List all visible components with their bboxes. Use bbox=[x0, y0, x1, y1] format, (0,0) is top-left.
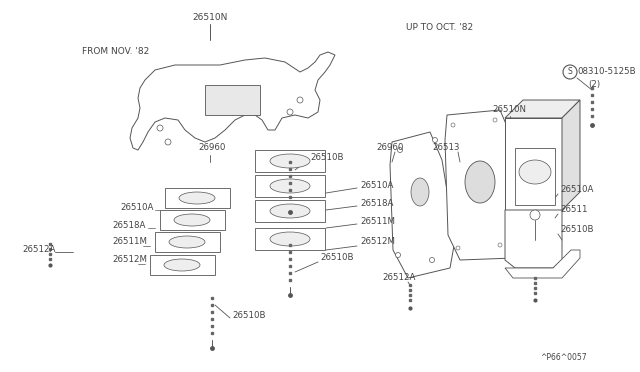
Text: 26511M: 26511M bbox=[112, 237, 147, 247]
Polygon shape bbox=[445, 110, 518, 260]
Ellipse shape bbox=[270, 232, 310, 246]
Text: 26510B: 26510B bbox=[232, 311, 266, 320]
Polygon shape bbox=[505, 118, 562, 210]
Ellipse shape bbox=[179, 192, 215, 204]
Text: 26510A: 26510A bbox=[560, 186, 593, 195]
Text: 26512A: 26512A bbox=[22, 246, 56, 254]
Text: 26512M: 26512M bbox=[360, 237, 395, 247]
Circle shape bbox=[451, 123, 455, 127]
Polygon shape bbox=[505, 210, 562, 268]
Circle shape bbox=[456, 246, 460, 250]
Text: 26960: 26960 bbox=[376, 144, 403, 153]
Circle shape bbox=[397, 148, 403, 153]
Text: UP TO OCT. '82: UP TO OCT. '82 bbox=[406, 23, 473, 32]
Ellipse shape bbox=[164, 259, 200, 271]
Polygon shape bbox=[255, 228, 325, 250]
Ellipse shape bbox=[465, 161, 495, 203]
Polygon shape bbox=[130, 52, 335, 150]
Text: 26510N: 26510N bbox=[192, 13, 228, 22]
Text: 26518A: 26518A bbox=[112, 221, 145, 230]
Text: 26511M: 26511M bbox=[360, 217, 395, 225]
Polygon shape bbox=[390, 132, 455, 278]
Bar bbox=[205, 85, 260, 115]
Text: 26510B: 26510B bbox=[320, 253, 353, 263]
Ellipse shape bbox=[174, 214, 210, 226]
Text: 26510B: 26510B bbox=[560, 225, 593, 234]
Polygon shape bbox=[155, 232, 220, 252]
Text: S: S bbox=[568, 67, 572, 77]
Ellipse shape bbox=[411, 178, 429, 206]
Circle shape bbox=[165, 139, 171, 145]
Text: FROM NOV. '82: FROM NOV. '82 bbox=[82, 48, 149, 57]
Circle shape bbox=[493, 118, 497, 122]
Polygon shape bbox=[150, 255, 215, 275]
Circle shape bbox=[297, 97, 303, 103]
Circle shape bbox=[157, 125, 163, 131]
Circle shape bbox=[287, 109, 293, 115]
Text: 26510A: 26510A bbox=[360, 180, 394, 189]
Polygon shape bbox=[505, 100, 580, 118]
Circle shape bbox=[498, 243, 502, 247]
Polygon shape bbox=[255, 175, 325, 197]
Polygon shape bbox=[165, 188, 230, 208]
Text: 26512A: 26512A bbox=[382, 273, 415, 282]
Circle shape bbox=[429, 257, 435, 263]
Text: 26512M: 26512M bbox=[112, 256, 147, 264]
Text: 26510A: 26510A bbox=[120, 203, 154, 212]
Ellipse shape bbox=[169, 236, 205, 248]
Ellipse shape bbox=[270, 204, 310, 218]
Circle shape bbox=[563, 65, 577, 79]
Text: ^P66^0057: ^P66^0057 bbox=[540, 353, 587, 362]
Bar bbox=[73, 40, 358, 355]
Polygon shape bbox=[505, 250, 580, 278]
Polygon shape bbox=[160, 210, 225, 230]
Text: 26510B: 26510B bbox=[310, 154, 344, 163]
Circle shape bbox=[396, 253, 401, 257]
Ellipse shape bbox=[270, 154, 310, 168]
Circle shape bbox=[530, 210, 540, 220]
Ellipse shape bbox=[270, 179, 310, 193]
Text: 26510N: 26510N bbox=[492, 106, 526, 115]
Polygon shape bbox=[255, 150, 325, 172]
Text: 26960: 26960 bbox=[198, 144, 225, 153]
Text: 08310-5125B: 08310-5125B bbox=[577, 67, 636, 77]
Ellipse shape bbox=[519, 160, 551, 184]
Circle shape bbox=[433, 138, 438, 142]
Text: 26513: 26513 bbox=[432, 144, 460, 153]
Polygon shape bbox=[562, 100, 580, 210]
Text: 26518A: 26518A bbox=[360, 199, 394, 208]
Text: (2): (2) bbox=[588, 80, 600, 89]
Polygon shape bbox=[255, 200, 325, 222]
Polygon shape bbox=[515, 148, 555, 205]
Text: 26511: 26511 bbox=[560, 205, 588, 215]
